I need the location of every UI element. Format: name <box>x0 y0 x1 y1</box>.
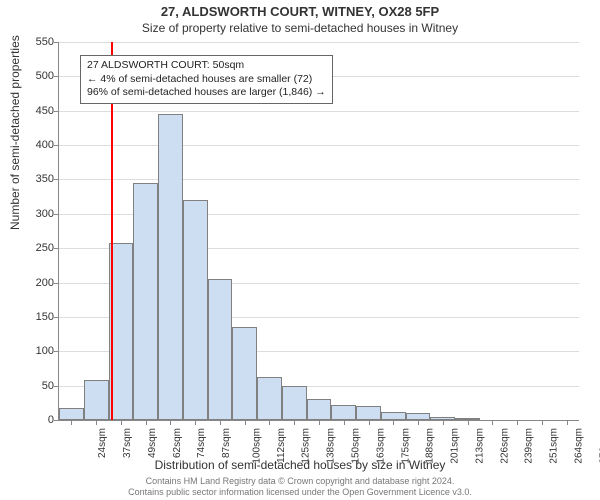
histogram-bar <box>158 114 183 420</box>
y-tick-label: 50 <box>42 380 54 392</box>
histogram-bar <box>183 200 208 420</box>
x-tick <box>567 420 568 425</box>
x-tick <box>393 420 394 425</box>
x-tick <box>146 420 147 425</box>
x-tick <box>195 420 196 425</box>
x-tick-label: 24sqm <box>97 428 108 458</box>
x-tick <box>344 420 345 425</box>
y-tick-label: 500 <box>36 70 54 82</box>
x-tick <box>492 420 493 425</box>
x-tick <box>121 420 122 425</box>
x-tick <box>269 420 270 425</box>
y-tick <box>54 179 59 180</box>
y-tick-label: 100 <box>36 345 54 357</box>
footer-line-1: Contains HM Land Registry data © Crown c… <box>0 476 600 487</box>
y-tick-label: 0 <box>48 414 54 426</box>
footer-line-2: Contains public sector information licen… <box>0 487 600 498</box>
gridline <box>59 42 579 43</box>
y-tick <box>54 248 59 249</box>
histogram-bar <box>406 413 431 420</box>
y-tick-label: 150 <box>36 311 54 323</box>
y-tick-label: 350 <box>36 173 54 185</box>
y-tick-label: 450 <box>36 105 54 117</box>
histogram-bar <box>356 406 381 420</box>
y-tick <box>54 283 59 284</box>
x-tick <box>443 420 444 425</box>
y-tick-label: 550 <box>36 36 54 48</box>
histogram-bar <box>331 405 356 420</box>
y-tick <box>54 76 59 77</box>
y-tick <box>54 420 59 421</box>
x-tick <box>468 420 469 425</box>
histogram-bar <box>257 377 282 420</box>
chart-title-main: 27, ALDSWORTH COURT, WITNEY, OX28 5FP <box>0 4 600 19</box>
y-tick-label: 400 <box>36 139 54 151</box>
x-tick <box>542 420 543 425</box>
histogram-bar <box>282 386 307 420</box>
x-axis-label: Distribution of semi-detached houses by … <box>0 458 600 472</box>
annotation-line-1: 27 ALDSWORTH COURT: 50sqm <box>87 59 326 73</box>
histogram-bar <box>307 399 332 420</box>
x-tick <box>71 420 72 425</box>
y-tick <box>54 317 59 318</box>
y-tick-label: 250 <box>36 242 54 254</box>
histogram-bar <box>381 412 406 420</box>
histogram-bar <box>232 327 257 420</box>
y-tick <box>54 145 59 146</box>
x-tick <box>319 420 320 425</box>
y-tick <box>54 42 59 43</box>
chart-title-sub: Size of property relative to semi-detach… <box>0 21 600 35</box>
y-tick <box>54 214 59 215</box>
x-tick <box>170 420 171 425</box>
footer-attribution: Contains HM Land Registry data © Crown c… <box>0 476 600 498</box>
annotation-line-3: 96% of semi-detached houses are larger (… <box>87 86 326 100</box>
annotation-box: 27 ALDSWORTH COURT: 50sqm ← 4% of semi-d… <box>80 55 333 104</box>
x-tick <box>220 420 221 425</box>
y-tick-label: 300 <box>36 208 54 220</box>
x-tick-label: 49sqm <box>147 428 158 458</box>
x-tick-label: 62sqm <box>172 428 183 458</box>
histogram-bar <box>84 380 109 420</box>
y-tick <box>54 351 59 352</box>
y-axis-label: Number of semi-detached properties <box>8 35 22 230</box>
histogram-bar <box>59 408 84 420</box>
x-tick <box>517 420 518 425</box>
x-tick-label: 37sqm <box>122 428 133 458</box>
annotation-line-2: ← 4% of semi-detached houses are smaller… <box>87 73 326 87</box>
histogram-bar <box>133 183 158 420</box>
gridline <box>59 179 579 180</box>
y-tick-label: 200 <box>36 277 54 289</box>
x-tick <box>96 420 97 425</box>
gridline <box>59 111 579 112</box>
x-tick <box>418 420 419 425</box>
x-tick-label: 74sqm <box>196 428 207 458</box>
histogram-bar <box>208 279 233 420</box>
gridline <box>59 145 579 146</box>
x-tick <box>369 420 370 425</box>
x-tick-label: 87sqm <box>221 428 232 458</box>
x-tick <box>245 420 246 425</box>
chart-container: 27, ALDSWORTH COURT, WITNEY, OX28 5FP Si… <box>0 0 600 500</box>
y-tick <box>54 111 59 112</box>
x-tick <box>294 420 295 425</box>
y-tick <box>54 386 59 387</box>
